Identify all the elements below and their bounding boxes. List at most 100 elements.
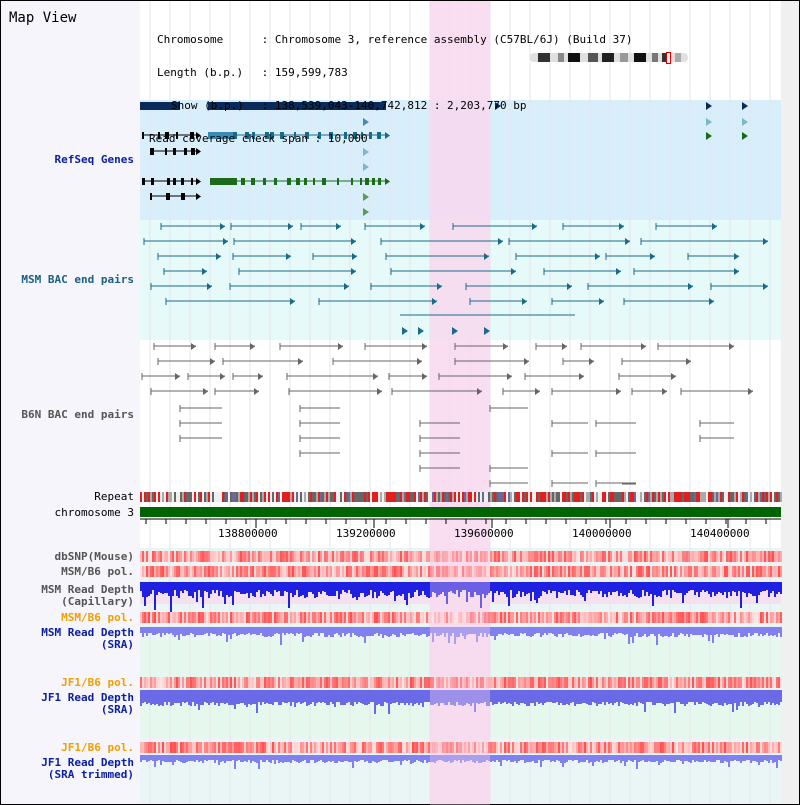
msm-capillary-depth-bar [680, 582, 682, 593]
track-label-repeat[interactable]: Repeat [94, 490, 134, 503]
jf1-trimmed-depth-bar [530, 755, 532, 762]
repeat-feature [752, 492, 754, 502]
track-label-jf1-b6-pol-2[interactable]: JF1/B6 pol. [61, 741, 134, 754]
repeat-feature [516, 492, 518, 502]
msm-b6-polymorphism-2 [770, 612, 772, 623]
track-label-msm-b6-pol-2[interactable]: MSM/B6 pol. [61, 611, 134, 624]
dbsnp-density [716, 551, 718, 562]
jf1-trimmed-depth-bar [656, 755, 658, 761]
msm-capillary-depth-bar [566, 582, 568, 595]
repeat-feature [230, 492, 232, 502]
dbsnp-density [348, 551, 350, 562]
repeat-feature [722, 492, 724, 502]
jf1-sra-depth-bar [372, 690, 374, 702]
repeat-feature [448, 492, 450, 502]
jf1-sra-depth-bar [750, 690, 752, 705]
msm-b6-polymorphism-2 [394, 612, 396, 623]
jf1-b6-polymorphism [444, 677, 446, 688]
jf1-b6-polymorphism-2 [456, 742, 458, 753]
msm-capillary-depth-bar [660, 582, 662, 597]
track-label-chromosome[interactable]: chromosome 3 [54, 506, 134, 519]
msm-capillary-depth-bar [310, 582, 312, 592]
track-label-jf1-depth-trimmed[interactable]: JF1 Read Depth (SRA trimmed) [41, 757, 134, 781]
jf1-b6-polymorphism [152, 677, 154, 688]
msm-b6-polymorphism [626, 566, 628, 577]
dbsnp-density [188, 551, 190, 562]
chromosome-ideogram[interactable] [530, 53, 688, 62]
jf1-trimmed-depth-bar [214, 755, 216, 763]
msm-sra-depth-bar [256, 627, 258, 635]
dbsnp-density [678, 551, 680, 562]
jf1-sra-depth-bar [528, 690, 530, 706]
jf1-b6-polymorphism-2 [756, 742, 758, 753]
msm-capillary-depth-bar [532, 582, 534, 592]
msm-sra-depth-bar [702, 627, 704, 637]
msm-sra-depth-bar [542, 627, 544, 635]
msm-capillary-depth-bar [398, 582, 400, 595]
track-label-msm-bac[interactable]: MSM BAC end pairs [21, 273, 134, 286]
jf1-trimmed-depth-bar [370, 755, 372, 763]
msm-b6-polymorphism [444, 566, 446, 577]
msm-b6-polymorphism-2 [478, 612, 480, 623]
dbsnp-density [696, 551, 698, 562]
track-label-msm-b6-pol[interactable]: MSM/B6 pol. [61, 565, 134, 578]
track-label-msm-depth-sra[interactable]: MSM Read Depth (SRA) [41, 627, 134, 651]
repeat-feature [260, 492, 262, 502]
msm-b6-polymorphism [492, 566, 494, 577]
jf1-b6-polymorphism [692, 677, 694, 688]
msm-b6-polymorphism [676, 566, 678, 577]
track-label-dbsnp[interactable]: dbSNP(Mouse) [54, 550, 134, 563]
dbsnp-density [488, 551, 490, 562]
jf1-b6-polymorphism-2 [768, 742, 770, 753]
dbsnp-density [186, 551, 188, 562]
msm-b6-polymorphism-2 [584, 612, 586, 623]
msm-capillary-depth-bar [492, 582, 494, 602]
repeat-feature [774, 492, 776, 502]
jf1-b6-polymorphism-2 [654, 742, 656, 753]
jf1-sra-depth-bar [546, 690, 548, 702]
jf1-trimmed-depth-bar [702, 755, 704, 762]
track-label-refseq[interactable]: RefSeq Genes [54, 153, 134, 166]
jf1-sra-depth-bar [238, 690, 240, 704]
track-label-msm-depth-capillary[interactable]: MSM Read Depth (Capillary) [41, 584, 134, 608]
msm-b6-polymorphism-2 [642, 612, 644, 623]
jf1-b6-polymorphism [486, 677, 488, 688]
repeat-feature [266, 492, 268, 502]
selected-region-highlight-overlay [430, 548, 490, 805]
msm-b6-polymorphism [326, 566, 328, 577]
repeat-feature [502, 492, 504, 502]
jf1-b6-polymorphism-2 [388, 742, 390, 753]
msm-capillary-depth-bar [708, 582, 710, 594]
dbsnp-density [262, 551, 264, 562]
jf1-b6-polymorphism-2 [730, 742, 732, 753]
dbsnp-density [212, 551, 214, 562]
jf1-b6-polymorphism [414, 677, 416, 688]
dbsnp-density [160, 551, 162, 562]
msm-sra-depth-bar [498, 627, 500, 634]
track-label-jf1-b6-pol[interactable]: JF1/B6 pol. [61, 676, 134, 689]
repeat-feature [314, 492, 316, 502]
track-label-jf1-depth-sra[interactable]: JF1 Read Depth (SRA) [41, 692, 134, 716]
jf1-trimmed-depth-bar [592, 755, 594, 766]
msm-b6-polymorphism-2 [708, 612, 710, 623]
msm-b6-polymorphism-2 [634, 612, 636, 623]
jf1-trimmed-depth-bar [322, 755, 324, 762]
msm-sra-depth-bar [366, 627, 368, 636]
repeat-feature [294, 492, 296, 502]
msm-capillary-depth-bar [542, 582, 544, 591]
jf1-trimmed-depth-bar [392, 755, 394, 762]
jf1-sra-depth-bar [368, 690, 370, 704]
jf1-trimmed-depth-bar [348, 755, 350, 762]
jf1-sra-depth-bar [724, 690, 726, 703]
track-label-b6n-bac[interactable]: B6N BAC end pairs [21, 408, 134, 421]
msm-sra-depth-bar [384, 627, 386, 635]
jf1-b6-polymorphism [326, 677, 328, 688]
dbsnp-density [672, 551, 674, 562]
jf1-b6-polymorphism-2 [370, 742, 372, 753]
msm-sra-depth-bar [676, 627, 678, 637]
jf1-b6-polymorphism [600, 677, 602, 688]
msm-b6-polymorphism-2 [548, 612, 550, 623]
msm-sra-depth-bar [422, 627, 424, 634]
repeat-feature [386, 492, 388, 502]
